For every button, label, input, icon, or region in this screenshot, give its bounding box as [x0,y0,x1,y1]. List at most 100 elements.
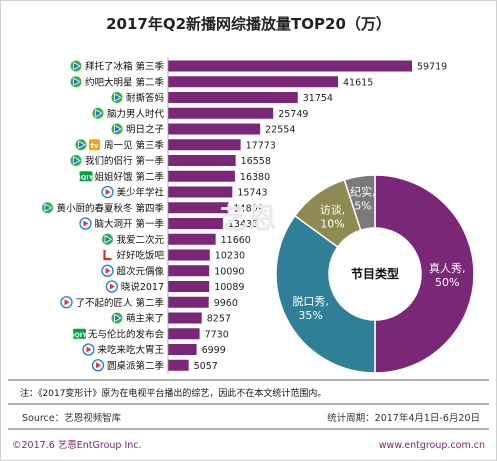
category-label: 我爱二次元 [116,234,164,246]
data-label: 15743 [237,188,267,199]
bar-row: 来吃来吃大胃王 6999 [82,343,226,356]
source-text: Source：艺恩视频智库 [22,412,122,424]
svg-text:iQIY: iQIY [72,331,87,339]
copyright-text: ©2017.6 艺恩EntGroup Inc. [12,440,142,451]
data-label: 10230 [215,251,245,262]
category-label: 拜托了冰箱 第三季 [85,61,165,73]
category-label: 美少年学社 [116,187,164,199]
bar [168,265,210,277]
youku-video-icon [105,280,118,293]
bar-row: 我爱二次元 11660 [101,233,251,246]
bar-row: 晓说2017 10089 [105,280,244,293]
svg-text:iQIY: iQIY [79,173,94,181]
category-label: 脑大洞开 第一季 [94,218,164,230]
pie-slice [343,174,376,232]
category-label: 好好吃饭吧 [116,250,164,262]
bar-row: 了不起的匠人 第二季 9960 [60,296,238,309]
tencent-video-icon [70,60,82,72]
tencent-video-icon [75,139,87,151]
iqiyi-icon: iQIY [72,328,87,339]
category-label: 晓说2017 [121,281,164,293]
data-label: 5057 [194,361,218,372]
youku-video-icon [82,343,95,356]
data-label: 16380 [240,172,270,183]
bar-row: 明日之子 22554 [111,123,295,136]
category-label: 周一见 第三季 [104,139,165,151]
category-label: 萌主来了 [126,313,164,325]
le-video-icon [103,250,112,261]
bar [168,296,209,308]
category-label: 了不起的匠人 第二季 [75,297,164,309]
youku-video-icon [79,217,92,230]
slice-label: 真人秀, [429,261,466,275]
bar-row: 约吧大明星 第二季 41615 [70,76,373,88]
tencent-video-icon [41,202,53,214]
chart-title: 2017年Q2新播网综播放量TOP20（万） [106,15,391,33]
bar [168,139,241,151]
slice-value: 50% [435,276,459,289]
bar-row: 美少年学社 15743 [101,185,268,199]
footnote: 注：《2017变形计》原为在电视平台播出的综艺，因此不在本文统计范围内。 [20,387,326,399]
bar-row: 萌主来了 8257 [111,312,231,325]
bar-row: 脑力男人时代 25749 [92,107,308,120]
bar-row: 黄小厨的春夏秋冬 第四季 14809 [41,202,264,214]
slice-label: 脱口秀, [292,294,329,308]
watermark: 艺恩 [220,202,276,235]
data-label: 25749 [278,109,308,120]
category-label: 黄小厨的春夏秋冬 第四季 [56,202,164,214]
category-label: 脑力男人时代 [107,108,165,120]
bar [168,107,274,119]
bar-row: 我们的侣行 第一季 16558 [70,155,271,167]
slice-value: 35% [298,309,322,322]
category-label: 无与伦比的发布会 [88,328,165,340]
data-label: 41615 [343,77,373,88]
bar [168,281,210,292]
bar [168,202,229,214]
slice-value: 10% [320,218,344,231]
pie-slice [374,174,475,374]
iqiyi-icon: iQIY [79,171,94,182]
bar-row: 脑大洞开 第一季 13435 [79,217,258,230]
bar [168,344,197,355]
bar [168,92,298,103]
category-label: 来吃来吃大胃王 [97,344,164,356]
bar-row: 好好吃饭吧 10230 [103,249,245,262]
slice-label: 访谈, [320,204,346,217]
category-label: 约吧大明星 第二季 [85,76,165,88]
tencent-video-icon [111,123,123,135]
svg-text:tv: tv [91,142,99,150]
bar [168,76,339,88]
tencent-video-icon [111,92,123,103]
period-text: 统计周期：2017年4月1日-6月20日 [327,412,480,424]
data-label: 7730 [205,329,229,340]
data-label: 8257 [207,314,231,325]
bar [168,249,210,261]
youku-video-icon [101,185,114,199]
data-label: 10089 [214,282,244,293]
bar [168,186,233,198]
category-label: 我们的侣行 第一季 [85,155,165,167]
category-label: 明日之子 [126,124,165,136]
data-label: 6999 [202,345,226,356]
data-label: 31754 [303,93,333,104]
data-label: 10090 [214,266,244,277]
bar [168,359,189,371]
bar [168,155,236,166]
tencent-video-icon [92,107,104,119]
data-label: 17773 [246,140,276,151]
bar [168,312,202,324]
tencent-video-icon [111,312,123,324]
data-label: 22554 [265,125,295,136]
data-label: 9960 [214,298,238,309]
pie-chart: 真人秀,50% 脱口秀,35% 访谈,10% 纪实,5% 节目类型 [275,174,475,374]
pie-center-title: 节目类型 [351,266,399,281]
slice-value: 5% [354,200,371,213]
data-label: 11660 [221,235,251,246]
slice-label: 纪实, [350,185,376,199]
youku-video-icon [101,264,114,277]
bar-row: 拜托了冰箱 第三季 59719 [70,60,447,73]
tencent-video-icon [101,233,113,245]
bar [168,170,235,182]
